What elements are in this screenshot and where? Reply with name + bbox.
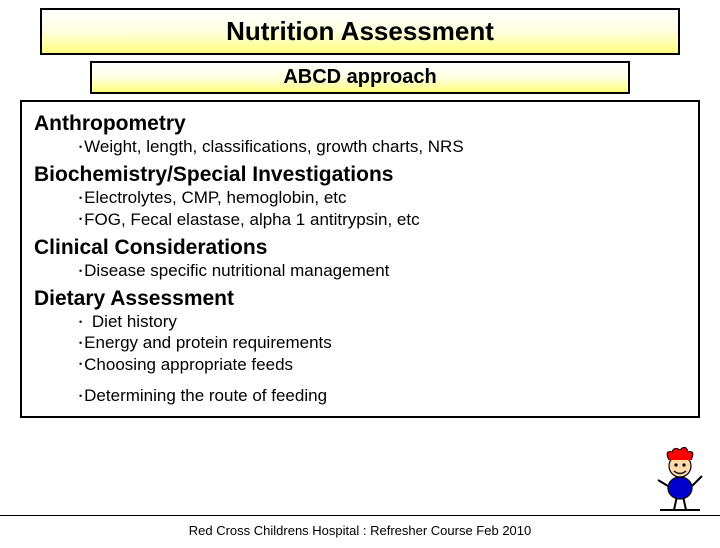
- bullet-text: Choosing appropriate feeds: [84, 355, 293, 374]
- subtitle-box: ABCD approach: [90, 61, 630, 94]
- section-heading-anthropometry: Anthropometry: [34, 112, 686, 136]
- section-heading-biochemistry: Biochemistry/Special Investigations: [34, 163, 686, 187]
- bullet-text: Energy and protein requirements: [84, 333, 332, 352]
- bullet-item: •Determining the route of feeding: [79, 385, 686, 406]
- bullet-item: •Weight, length, classifications, growth…: [79, 136, 686, 157]
- section-heading-clinical: Clinical Considerations: [34, 236, 686, 260]
- bullet-item: •Electrolytes, CMP, hemoglobin, etc: [79, 187, 686, 208]
- bullet-item: •Energy and protein requirements: [79, 332, 686, 353]
- bullet-text: Disease specific nutritional management: [84, 261, 389, 280]
- bullet-text: Diet history: [92, 312, 177, 331]
- bullet-text: Determining the route of feeding: [84, 386, 327, 405]
- content-box: Anthropometry •Weight, length, classific…: [20, 100, 700, 418]
- bullet-item: • Diet history: [79, 311, 686, 332]
- bullet-text: Electrolytes, CMP, hemoglobin, etc: [84, 188, 346, 207]
- title-box: Nutrition Assessment: [40, 8, 680, 55]
- bullet-item: •Choosing appropriate feeds: [79, 354, 686, 375]
- bullet-item: •FOG, Fecal elastase, alpha 1 antitrypsi…: [79, 209, 686, 230]
- bullet-text: FOG, Fecal elastase, alpha 1 antitrypsin…: [84, 210, 419, 229]
- bullet-text: Weight, length, classifications, growth …: [84, 137, 464, 156]
- bullet-item: •Disease specific nutritional management: [79, 260, 686, 281]
- subtitle-text: ABCD approach: [283, 66, 436, 88]
- title-text: Nutrition Assessment: [226, 16, 494, 46]
- mascot-icon: [652, 446, 708, 514]
- footer-divider: [0, 515, 720, 516]
- footer-text: Red Cross Childrens Hospital : Refresher…: [0, 523, 720, 538]
- section-heading-dietary: Dietary Assessment: [34, 287, 686, 311]
